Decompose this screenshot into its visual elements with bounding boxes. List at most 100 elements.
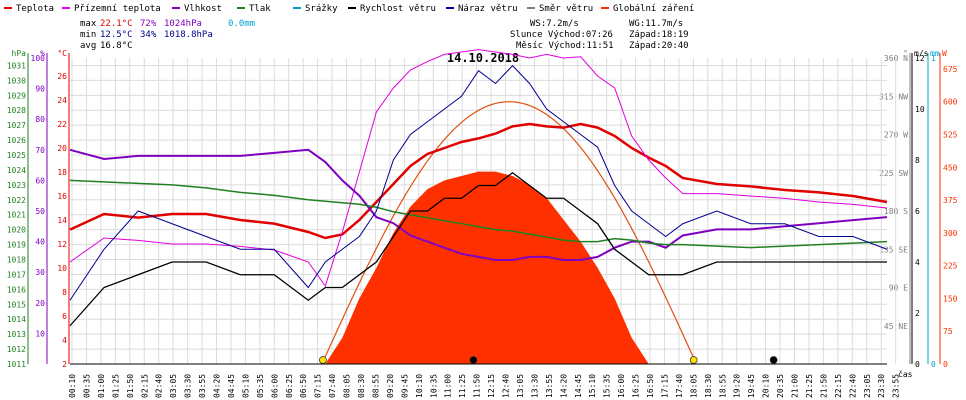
x-tick-label: 21:00 [791, 374, 800, 398]
x-tick-label: 23:05 [863, 374, 872, 398]
hpa-tick-label: 1020 [7, 226, 26, 235]
sun-set-text: Západ:18:19 [629, 30, 689, 40]
dir-tick-label: 90 E [889, 284, 908, 293]
x-tick-label: 05:10 [241, 374, 250, 398]
sun-moon-marker [769, 356, 778, 364]
temp-tick-label: 10 [57, 264, 67, 273]
stats-block: max 22.1°C 72% 1024hPa 0.0mm min 12.5°C … [80, 19, 255, 51]
hpa-tick-label: 1022 [7, 196, 26, 205]
ms-tick-label: 0 [915, 360, 920, 369]
x-axis-label: čas [898, 369, 913, 379]
stats-min-press: 1018.8hPa [164, 30, 213, 40]
x-tick-label: 06:25 [285, 374, 294, 398]
temp-axis-unit: °C [57, 49, 67, 58]
pct-tick-label: 20 [35, 299, 45, 308]
x-tick-label: 06:50 [299, 374, 308, 398]
wm2-tick-label: 225 [943, 262, 958, 271]
pct-tick-label: 60 [35, 176, 45, 185]
x-tick-label: 13:55 [545, 374, 554, 398]
x-tick-label: 22:15 [834, 374, 843, 398]
temp-tick-label: 18 [57, 168, 67, 177]
x-tick-label: 16:00 [617, 374, 626, 398]
series-line-theoretical-radiation [321, 101, 694, 365]
x-tick-label: 12:40 [502, 374, 511, 398]
hpa-tick-label: 1029 [7, 91, 26, 100]
sun-rise-text: Slunce Východ:07:26 [510, 30, 613, 40]
hpa-tick-label: 1021 [7, 211, 26, 220]
sun-moon-marker [469, 356, 478, 364]
hpa-tick-label: 1026 [7, 136, 26, 145]
series-line-teplota [69, 122, 888, 240]
x-tick-label: 01:00 [97, 374, 106, 398]
x-tick-label: 11:50 [473, 374, 482, 398]
ms-tick-label: 8 [915, 156, 920, 165]
pct-tick-label: 10 [35, 329, 45, 338]
moon-set-text: Západ:20:40 [629, 41, 689, 51]
x-tick-label: 00:10 [68, 374, 77, 398]
stats-min-label: min [80, 30, 96, 40]
legend-label: Náraz větru [458, 4, 518, 14]
x-tick-label: 18:30 [704, 374, 713, 398]
x-tick-label: 01:25 [111, 374, 120, 398]
x-axis: 00:10 00:35 01:00 01:25 01:50 02:15 02:40 03:05… [68, 363, 901, 398]
ms-axis-unit: m/s [914, 49, 929, 58]
x-tick-label: 01:50 [126, 374, 135, 398]
mm-tick-label: 1 [931, 54, 936, 63]
x-tick-label: 11:00 [444, 374, 453, 398]
sun-moon-marker [689, 356, 698, 364]
x-tick-label: 00:35 [82, 374, 91, 398]
x-tick-label: 09:20 [386, 374, 395, 398]
x-tick-label: 05:35 [256, 374, 265, 398]
temp-tick-label: 2 [62, 360, 67, 369]
wind-speed-text: WS:7.2m/s [530, 19, 579, 29]
x-tick-label: 18:05 [689, 374, 698, 398]
wm2-tick-label: 675 [943, 65, 958, 74]
ms-tick-label: 2 [915, 309, 920, 318]
pct-tick-label: 40 [35, 238, 45, 247]
wm2-tick-label: 525 [943, 131, 958, 140]
hpa-tick-label: 1018 [7, 256, 26, 265]
dir-axis-unit: ° [903, 49, 908, 58]
hpa-tick-label: 1031 [7, 61, 26, 70]
x-tick-label: 20:35 [776, 374, 785, 398]
ms-tick-label: 12 [915, 54, 925, 63]
hpa-tick-label: 1017 [7, 270, 26, 279]
pct-tick-label: 70 [35, 146, 45, 155]
dir-tick-label: 315 NW [879, 92, 908, 101]
x-tick-label: 10:35 [429, 374, 438, 398]
x-tick-label: 21:50 [819, 374, 828, 398]
wm2-tick-label: 600 [943, 98, 958, 107]
x-tick-label: 03:05 [169, 374, 178, 398]
x-tick-label: 09:45 [400, 374, 409, 398]
wind-sun-moon-block: WS:7.2m/s WG:11.7m/s Slunce Východ:07:26… [510, 19, 689, 51]
x-tick-label: 06:00 [270, 374, 279, 398]
pct-tick-label: 100 [31, 54, 46, 63]
x-tick-label: 14:20 [559, 374, 568, 398]
hpa-axis-unit: hPa [12, 49, 27, 58]
series-line-náraz-větru [69, 64, 888, 301]
ms-tick-label: 4 [915, 258, 920, 267]
pct-tick-label: 80 [35, 115, 45, 124]
series-area-globalni-zareni [70, 171, 887, 364]
x-tick-label: 02:15 [140, 374, 149, 398]
x-tick-label: 08:55 [371, 374, 380, 398]
hpa-tick-label: 1024 [7, 166, 26, 175]
chart-title: 14.10.2018 [447, 51, 519, 65]
x-tick-label: 04:20 [213, 374, 222, 398]
hpa-tick-label: 1025 [7, 151, 26, 160]
hpa-tick-label: 1016 [7, 285, 26, 294]
series-line-vlhkost [69, 148, 888, 261]
legend-label: Vlhkost [184, 4, 222, 14]
x-tick-label: 17:15 [660, 374, 669, 398]
stats-max-hum: 72% [140, 19, 157, 29]
stats-min-temp: 12.5°C [100, 30, 133, 40]
wm2-tick-label: 300 [943, 229, 958, 238]
hpa-tick-label: 1027 [7, 121, 26, 130]
legend-label: Směr větru [539, 4, 593, 14]
wm2-tick-label: 0 [943, 360, 948, 369]
series-line-tlak [69, 179, 888, 249]
temp-tick-label: 24 [57, 96, 67, 105]
x-tick-label: 07:40 [328, 374, 337, 398]
